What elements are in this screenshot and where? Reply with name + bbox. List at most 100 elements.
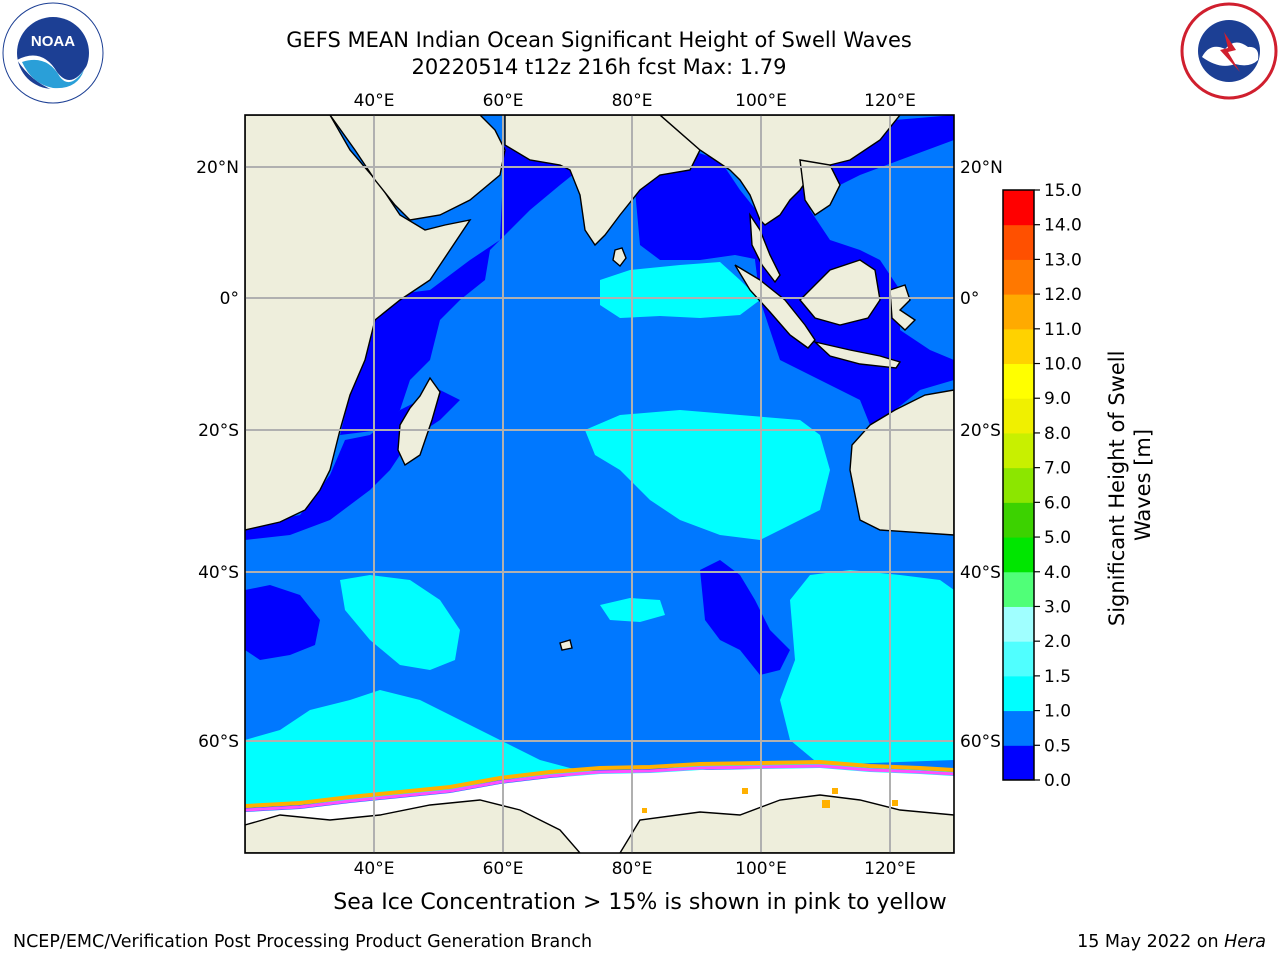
colorbar-tick-label: 9.0 [1044, 389, 1071, 409]
lat-tick-label: 20°S [198, 421, 239, 441]
borneo-land [799, 259, 881, 326]
colorbar-frame [1002, 189, 1035, 781]
colorbar-tick-label: 12.0 [1044, 285, 1082, 305]
colorbar-tick-label: 3.0 [1044, 597, 1071, 617]
colorbar-label-line1: Significant Height of Swell [1105, 351, 1129, 627]
graticule [245, 115, 954, 853]
sulawesi-land [889, 284, 917, 331]
colorbar-tick-label: 5.0 [1044, 528, 1071, 548]
colorbar-tick-label: 15.0 [1044, 181, 1082, 201]
lat-tick-label: 40°S [198, 563, 239, 583]
colorbar-swatch [1003, 224, 1034, 260]
nws-logo [1180, 2, 1278, 100]
footer-date: 15 May 2022 on Hera [1077, 932, 1266, 952]
colorbar-swatch [1003, 432, 1034, 469]
map-frame [244, 114, 955, 854]
chart-subtitle: 20220514 t12z 216h fcst Max: 1.79 [411, 55, 787, 79]
colorbar-swatch [1003, 328, 1034, 365]
madagascar-land [397, 376, 441, 467]
colorbar-swatch [1003, 398, 1034, 434]
antarctica-land-west [245, 799, 581, 853]
landmass [245, 115, 954, 853]
map-area [245, 115, 954, 853]
colorbar-tick-label: 14.0 [1044, 216, 1082, 236]
lon-tick-label: 40°E [354, 91, 395, 111]
indochina-land [799, 159, 841, 216]
colorbar-swatch [1003, 294, 1034, 330]
lon-tick-label: 40°E [354, 859, 395, 879]
colorbar-tick-label: 2.0 [1044, 632, 1071, 652]
arabian-sea-low-swell [340, 130, 590, 435]
colorbar-label: Significant Height of Swell Waves [m] [1105, 344, 1155, 626]
lat-tick-label: 40°S [960, 563, 1001, 583]
colorbar-swatch [1003, 606, 1034, 642]
bay-of-bengal-low-swell [635, 150, 760, 260]
java-land [812, 340, 902, 369]
southern-swell-band-west [340, 575, 460, 670]
colorbar-swatch [1003, 675, 1034, 712]
colorbar-tick-label: 1.0 [1044, 702, 1071, 722]
colorbar-tick-label: 10.0 [1044, 355, 1082, 375]
colorbar-swatch [1003, 571, 1034, 607]
sea-ice-edge-pink [245, 764, 954, 812]
lat-tick-label: 60°S [960, 732, 1001, 752]
colorbar-swatch [1003, 710, 1034, 746]
lat-tick-label: 20°N [196, 158, 239, 178]
lon-tick-label: 100°E [735, 859, 787, 879]
southwest-low-swell-patch [245, 585, 320, 660]
colorbar-tick-label: 0.5 [1044, 736, 1071, 756]
chart-title: GEFS MEAN Indian Ocean Significant Heigh… [286, 28, 912, 52]
australia-land [849, 389, 954, 536]
lon-tick-label: 80°E [612, 91, 653, 111]
lat-tick-label: 0° [220, 289, 239, 309]
antarctic-swell-band [245, 690, 954, 808]
colorbar-swatch [1003, 259, 1034, 295]
colorbar-swatch [1003, 537, 1034, 573]
lat-tick-label: 20°N [960, 158, 1003, 178]
lat-ticks-right: 20°N 0° 20°S 40°S 60°S [960, 158, 1003, 752]
lon-ticks-bottom: 40°E 60°E 80°E 100°E 120°E [354, 859, 916, 879]
sri-lanka-land [612, 247, 627, 268]
equatorial-swell-band [600, 262, 760, 318]
footer-credit: NCEP/EMC/Verification Post Processing Pr… [13, 932, 593, 952]
sea-ice-caption: Sea Ice Concentration > 15% is shown in … [333, 890, 947, 915]
lon-tick-label: 120°E [864, 859, 916, 879]
kerguelen-low-swell-patch [700, 560, 790, 675]
kerguelen-island [559, 639, 573, 651]
sea-ice-edge-orange [245, 759, 954, 808]
lon-tick-label: 120°E [864, 91, 916, 111]
colorbar-tick-label: 13.0 [1044, 250, 1082, 270]
colorbar-swatch [1003, 190, 1034, 226]
colorbar-swatch [1003, 467, 1034, 503]
lat-tick-label: 0° [960, 289, 979, 309]
colorbar-tick-label: 11.0 [1044, 320, 1082, 340]
colorbar-label-line2: Waves [m] [1131, 429, 1155, 541]
footer-date-text: 15 May 2022 on [1077, 932, 1225, 952]
lon-tick-label: 100°E [735, 91, 787, 111]
colorbar-tick-label: 1.5 [1044, 667, 1071, 687]
colorbar-swatch [1003, 363, 1034, 399]
subtropical-swell-band [585, 410, 830, 540]
lon-tick-label: 60°E [483, 91, 524, 111]
indian-subcontinent-land [504, 115, 701, 247]
colorbar-swatch [1003, 502, 1034, 538]
lat-ticks-left: 20°N 0° 20°S 40°S 60°S [196, 158, 239, 752]
colorbar: 0.0 0.5 1.0 1.5 2.0 3.0 4.0 5.0 6.0 7.0 8.0 9.0 10.0… [1002, 181, 1082, 791]
svg-text:NOAA: NOAA [31, 33, 75, 50]
colorbar-swatch [1003, 641, 1034, 677]
footer-host: Hera [1224, 932, 1266, 952]
lon-tick-label: 60°E [483, 859, 524, 879]
noaa-logo: NOAA [2, 2, 104, 104]
lon-tick-label: 80°E [612, 859, 653, 879]
colorbar-tick-label: 0.0 [1044, 771, 1071, 791]
antarctica-land-east [619, 794, 954, 853]
colorbar-tick-label: 7.0 [1044, 459, 1071, 479]
colorbar-tick-label: 4.0 [1044, 563, 1071, 583]
lon-ticks-top: 40°E 60°E 80°E 100°E 120°E [354, 91, 916, 111]
lat-tick-label: 60°S [198, 732, 239, 752]
coastal-ice-spots [642, 788, 898, 813]
lat-tick-label: 20°S [960, 421, 1001, 441]
colorbar-tick-label: 6.0 [1044, 493, 1071, 513]
colorbar-swatch [1003, 745, 1034, 781]
